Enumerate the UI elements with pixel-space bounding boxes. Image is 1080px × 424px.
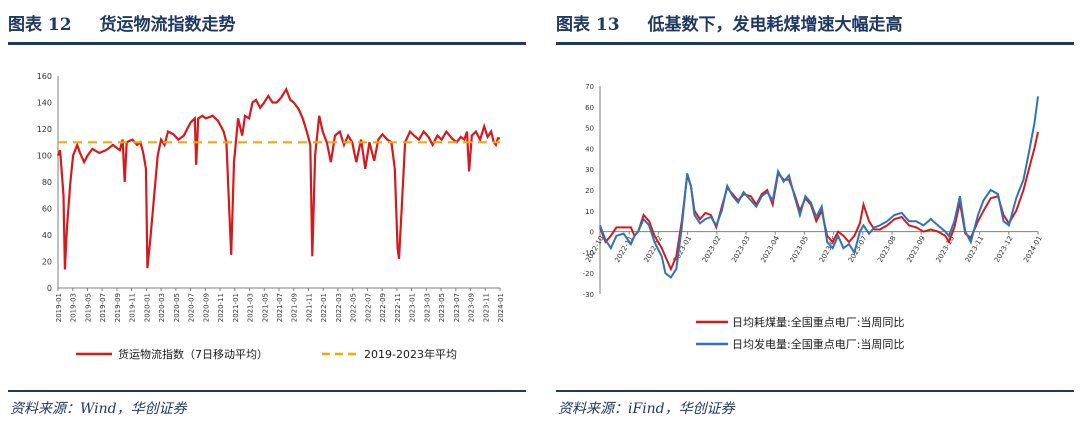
x-tick-label: 2021-07 xyxy=(276,293,284,322)
x-tick-label: 2021-05 xyxy=(261,293,269,322)
x-tick-label: 2019-11 xyxy=(129,293,137,322)
footer-rule xyxy=(556,390,1074,392)
x-tick-label: 2023-10 xyxy=(935,235,957,264)
x-tick-label: 2023-03 xyxy=(423,293,431,322)
x-tick-label: 2023-09 xyxy=(468,293,476,322)
y-tick-label: 80 xyxy=(42,178,52,187)
x-tick-label: 2022-11 xyxy=(394,293,402,322)
legend-label: 货运物流指数（7日移动平均） xyxy=(118,347,268,361)
y-tick-label: -20 xyxy=(583,270,594,278)
x-tick-label: 2020-03 xyxy=(158,293,166,322)
power-generation-line xyxy=(599,96,1039,279)
x-tick-label: 2019-05 xyxy=(84,293,92,322)
y-tick-label: 60 xyxy=(42,205,52,214)
y-tick-label: 140 xyxy=(37,99,52,108)
x-tick-label: 2019-03 xyxy=(70,293,78,322)
x-tick-label: 2022-05 xyxy=(350,293,358,322)
y-tick-label: 20 xyxy=(42,258,52,267)
x-tick-label: 2022-07 xyxy=(364,293,372,322)
title-rule xyxy=(556,42,1074,45)
legend-label: 日均发电量:全国重点电厂:当周同比 xyxy=(732,337,904,351)
freight-index-line xyxy=(56,86,500,270)
x-tick-label: 2020-01 xyxy=(143,293,151,322)
source-note: 资料来源：iFind，华创证券 xyxy=(558,401,735,417)
y-tick-label: 10 xyxy=(585,208,594,216)
x-tick-label: 2021-11 xyxy=(305,293,313,322)
y-tick-label: 40 xyxy=(585,145,594,153)
x-tick-label: 2023-03 xyxy=(730,235,752,264)
y-tick-label: 50 xyxy=(585,125,594,133)
figure-label: 图表 xyxy=(8,15,42,35)
figure-number: 13 xyxy=(595,15,620,35)
x-tick-label: 2020-11 xyxy=(217,293,225,322)
x-tick-label: 2021-03 xyxy=(247,293,255,322)
source-note: 资料来源：Wind，华创证券 xyxy=(10,401,187,417)
y-tick-label: 20 xyxy=(585,187,594,195)
x-tick-label: 2021-09 xyxy=(291,293,299,322)
x-tick-label: 2022-11 xyxy=(613,235,635,264)
title-rule xyxy=(8,42,526,45)
y-tick-label: 0 xyxy=(590,229,594,237)
x-tick-label: 2023-09 xyxy=(905,235,927,264)
x-tick-label: 2022-09 xyxy=(379,293,387,322)
legend-label: 2019-2023年平均 xyxy=(364,347,457,361)
x-tick-label: 2019-09 xyxy=(114,293,122,322)
figure-title-text: 货运物流指数走势 xyxy=(99,15,236,35)
y-tick-label: 70 xyxy=(585,83,594,91)
x-tick-label: 2019-01 xyxy=(55,293,63,322)
y-tick-label: 120 xyxy=(37,125,52,134)
x-tick-label: 2023-02 xyxy=(701,235,723,264)
x-tick-label: 2019-07 xyxy=(99,293,107,322)
x-tick-label: 2023-05 xyxy=(438,293,446,322)
x-tick-label: 2024-01 xyxy=(1022,235,1044,264)
x-tick-label: 2023-05 xyxy=(789,235,811,264)
y-tick-label: 60 xyxy=(585,104,594,112)
x-tick-label: 2022-03 xyxy=(335,293,343,322)
y-tick-label: 40 xyxy=(42,231,52,240)
x-tick-label: 2024-01 xyxy=(497,293,505,322)
x-tick-label: 2023-07 xyxy=(453,293,461,322)
x-tick-label: 2020-05 xyxy=(173,293,181,322)
y-tick-label: 0 xyxy=(47,284,52,293)
y-tick-label: 30 xyxy=(585,166,594,174)
x-tick-label: 2022-01 xyxy=(320,293,328,322)
x-tick-label: 2023-11 xyxy=(964,235,986,264)
figure-label: 图表 xyxy=(556,15,590,35)
figure-title: 图表 13 低基数下，发电耗煤增速大幅走高 xyxy=(556,10,903,35)
figure-title: 图表 12 货运物流指数走势 xyxy=(8,10,236,35)
x-tick-label: 2023-04 xyxy=(759,234,781,264)
x-tick-label: 2023-12 xyxy=(993,235,1015,264)
y-tick-label: -10 xyxy=(583,249,594,257)
y-tick-label: 160 xyxy=(37,72,52,81)
x-tick-label: 2023-01 xyxy=(409,293,417,322)
figure-12-panel: 图表 12 货运物流指数走势 0 20 40 60 80 100 120 140 160 2019… xyxy=(0,0,532,424)
footer-rule xyxy=(8,390,526,392)
figure-13-panel: 图表 13 低基数下，发电耗煤增速大幅走高 -30 -20 -10 0 10 20 30 40… xyxy=(548,0,1080,424)
y-tick-label: 100 xyxy=(37,152,52,161)
figure-number: 12 xyxy=(47,15,72,35)
freight-index-chart: 0 20 40 60 80 100 120 140 160 2019-01 2019-03 2019-… xyxy=(37,72,505,361)
y-tick-label: -30 xyxy=(583,291,594,299)
x-tick-label: 2020-07 xyxy=(188,293,196,322)
x-tick-label: 2023-08 xyxy=(876,235,898,264)
x-tick-label: 2020-09 xyxy=(202,293,210,322)
x-tick-label: 2023-11 xyxy=(482,293,490,322)
legend-label: 日均耗煤量:全国重点电厂:当周同比 xyxy=(732,315,904,329)
x-tick-label: 2021-01 xyxy=(232,293,240,322)
figure-title-text: 低基数下，发电耗煤增速大幅走高 xyxy=(647,15,903,35)
